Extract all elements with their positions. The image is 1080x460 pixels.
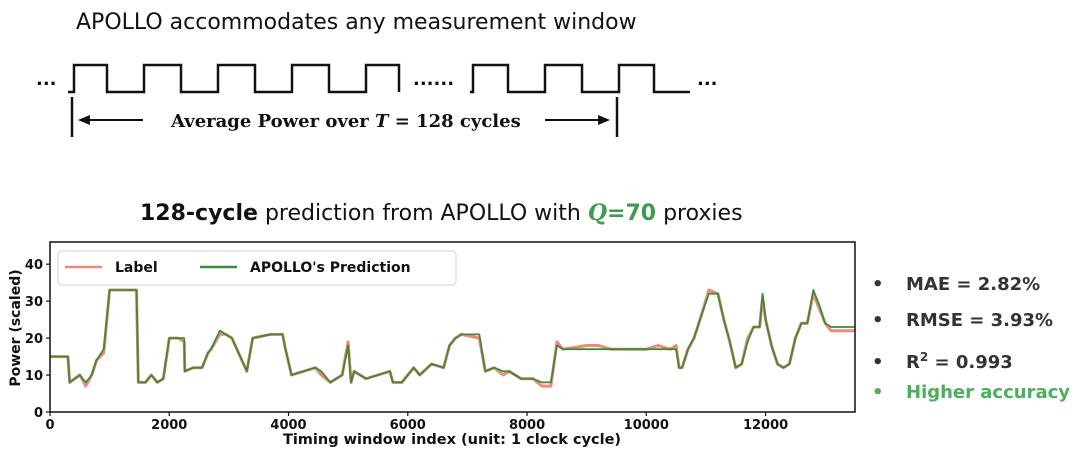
chart-title: 128-cycle prediction from APOLLO with Q=… [140,200,743,226]
power-line-chart: 0 2000 4000 6000 8000 10000 12000 0 10 20 30 40 Ti… [8,241,856,448]
chart-title-middle: prediction from APOLLO with [257,201,588,226]
metric-r2-superscript: 2 [919,350,929,364]
left-arrow-head [78,115,90,125]
y-tick-label: 0 [34,406,43,421]
clock-waveform-left [68,63,401,94]
x-tick-label: 8000 [509,418,545,433]
metric-higher-accuracy-text: Higher accuracy [906,382,1071,403]
y-axis: 0 10 20 30 40 [25,258,50,421]
ellipsis-right: ... [697,69,718,90]
x-tick-label: 2000 [151,418,187,433]
chart-title-q-value: =70 [607,201,657,226]
ellipsis-middle: ...... [413,69,454,90]
bullet: • [872,274,884,295]
metric-mae-text: MAE = 2.82% [906,274,1041,295]
y-axis-label: Power (scaled) [8,269,24,386]
legend-entry-prediction: APOLLO's Prediction [250,260,411,276]
x-tick-label: 4000 [270,418,306,433]
chart-title-q-variable: Q [587,200,608,226]
x-tick-label: 6000 [390,418,426,433]
y-tick-label: 40 [25,258,43,273]
window-label-variable: T [375,111,390,132]
x-axis-label: Timing window index (unit: 1 clock cycle… [283,432,621,448]
chart-title-bold: 128-cycle [140,201,258,226]
window-label-prefix: Average Power over [170,111,369,132]
bullet: • [872,352,884,373]
metric-higher-accuracy: • Higher accuracy [872,376,1070,412]
clock-waveform-right [470,63,690,94]
chart-title-end: proxies [656,201,743,226]
y-tick-label: 20 [25,332,43,347]
plot-area [50,288,855,388]
metric-rmse: • RMSE = 3.93% [872,304,1070,340]
slide-heading: APOLLO accommodates any measurement wind… [76,10,637,35]
metric-mae: • MAE = 2.82% [872,268,1070,304]
legend-box [57,250,457,286]
window-label: Average Power over T = 128 cycles [170,111,521,132]
bullet: • [872,382,884,403]
right-arrow-head [598,115,610,125]
y-tick-label: 30 [25,295,43,310]
x-axis: 0 2000 4000 6000 8000 10000 12000 [45,412,788,433]
metric-r2: • R2 = 0.993 [872,340,1070,376]
ellipsis-left: ... [36,69,57,90]
series-line-prediction [50,289,855,384]
metrics-list: • MAE = 2.82% • RMSE = 3.93% • R2 = 0.993 •… [872,268,1070,412]
timing-diagram: ... ...... ... Average Power over T = 12… [36,63,718,137]
legend-entry-label: Label [115,260,158,276]
window-label-suffix: = 128 cycles [395,111,521,132]
metric-r2-value: = 0.993 [928,352,1013,373]
plot-frame [49,241,856,413]
legend: Label APOLLO's Prediction [57,250,457,286]
x-tick-label: 0 [45,418,54,433]
metric-rmse-text: RMSE = 3.93% [906,310,1054,331]
metric-r2-prefix: R [906,352,920,373]
y-tick-label: 10 [25,369,43,384]
bullet: • [872,310,884,331]
x-tick-label: 12000 [743,418,788,433]
x-tick-label: 10000 [624,418,669,433]
